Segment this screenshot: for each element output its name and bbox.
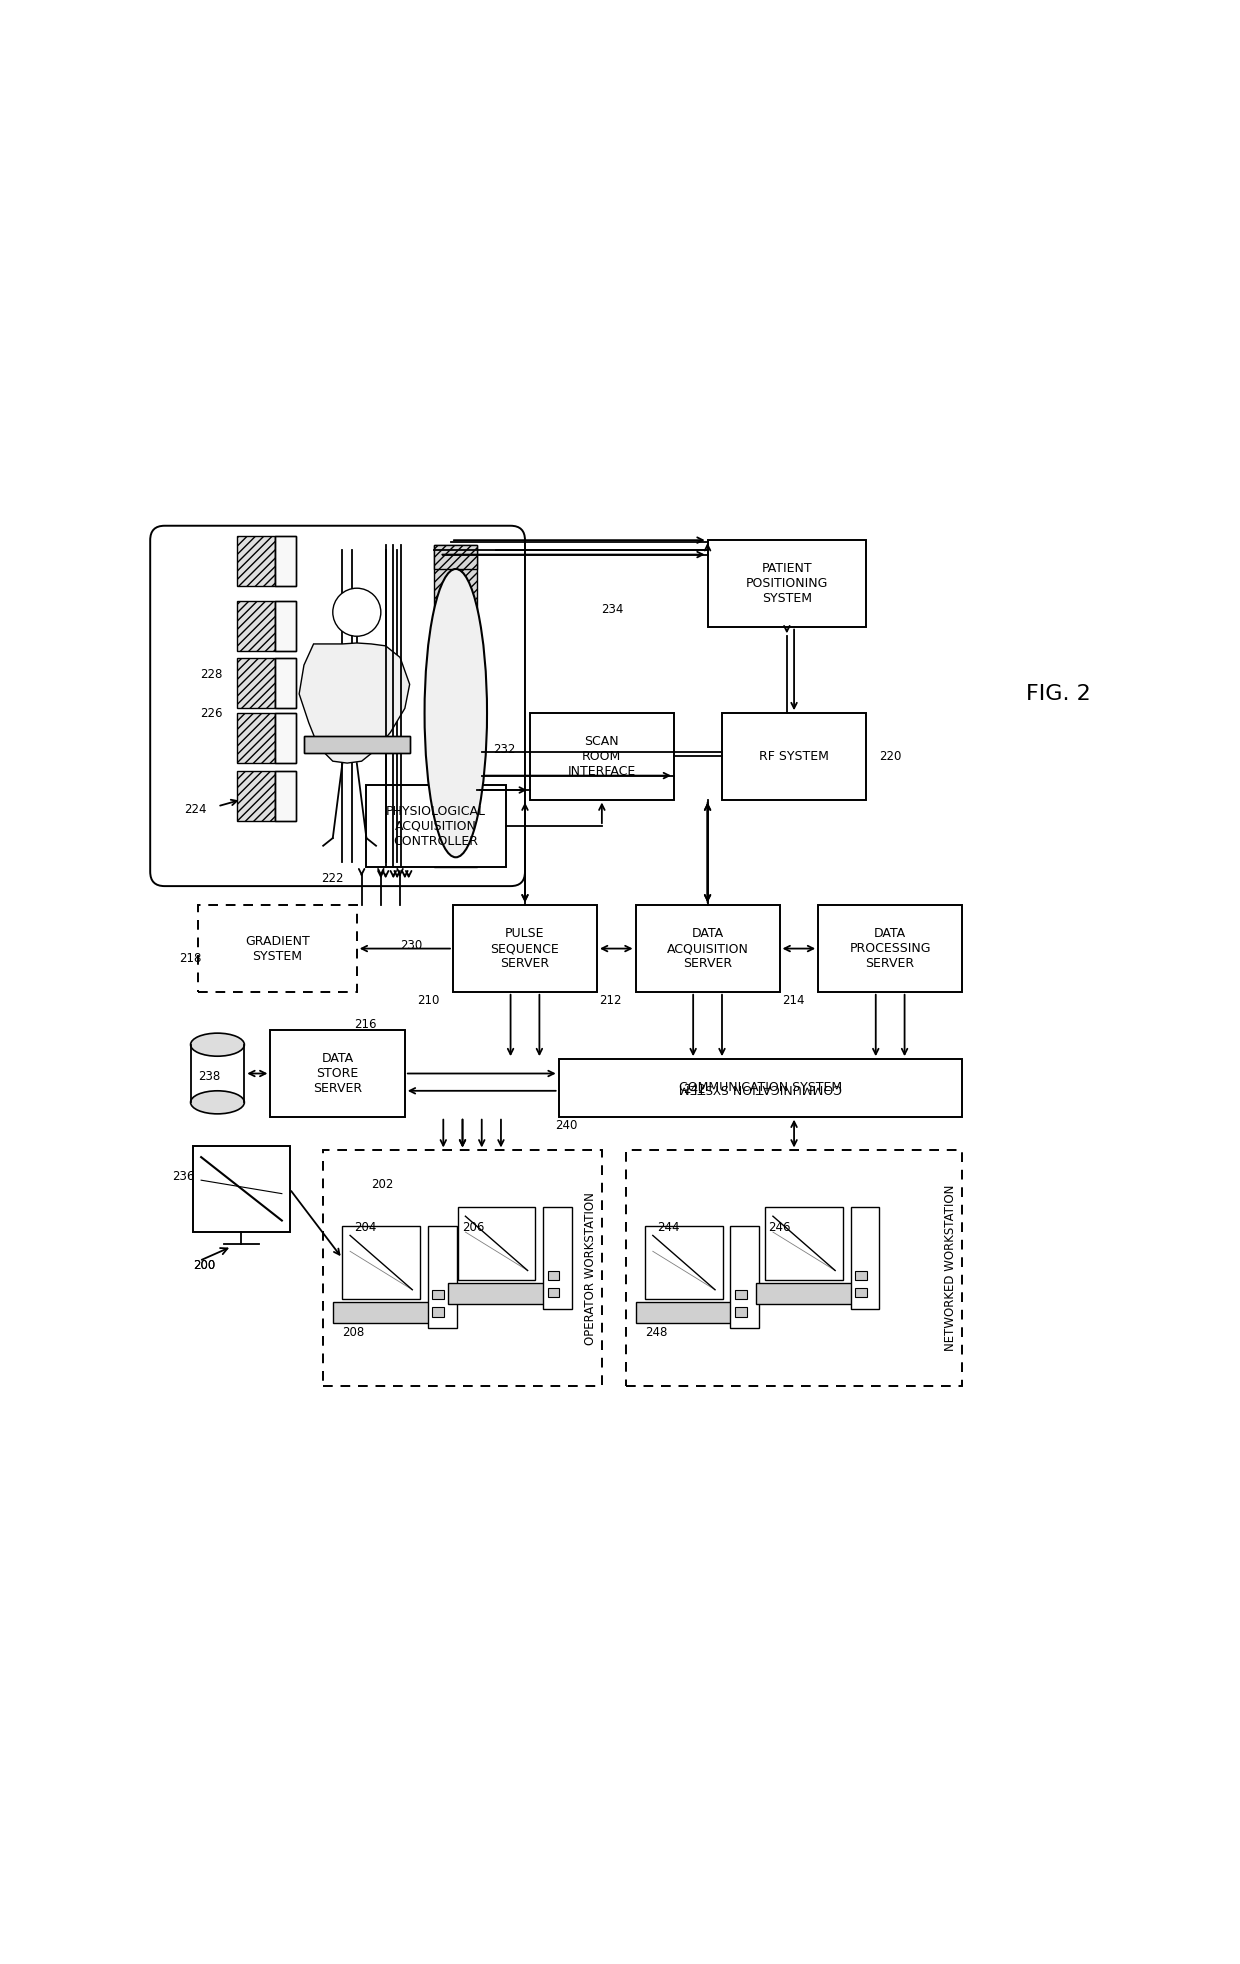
FancyBboxPatch shape [722, 713, 866, 799]
FancyBboxPatch shape [453, 905, 596, 992]
FancyBboxPatch shape [635, 1302, 733, 1324]
Text: 240: 240 [556, 1119, 578, 1131]
FancyBboxPatch shape [635, 905, 780, 992]
FancyBboxPatch shape [150, 526, 525, 886]
Text: 214: 214 [782, 994, 805, 1008]
Text: COMMUNICATION SYSTEM: COMMUNICATION SYSTEM [678, 1082, 842, 1094]
Text: 232: 232 [494, 742, 516, 756]
FancyBboxPatch shape [428, 1226, 456, 1328]
FancyBboxPatch shape [548, 1271, 559, 1281]
FancyBboxPatch shape [275, 536, 296, 587]
Text: 248: 248 [645, 1326, 667, 1339]
Text: 234: 234 [601, 603, 624, 617]
Text: 238: 238 [198, 1070, 221, 1082]
Text: COMMUNICATION SYSTEM: COMMUNICATION SYSTEM [678, 1082, 842, 1094]
FancyBboxPatch shape [543, 1206, 572, 1308]
Text: 204: 204 [353, 1222, 376, 1233]
Text: DATA
STORE
SERVER: DATA STORE SERVER [312, 1053, 362, 1096]
Text: 200: 200 [193, 1259, 216, 1273]
FancyBboxPatch shape [237, 601, 275, 650]
Text: 230: 230 [401, 939, 422, 953]
FancyBboxPatch shape [237, 713, 275, 764]
Text: RF SYSTEM: RF SYSTEM [759, 750, 830, 762]
FancyBboxPatch shape [367, 786, 506, 866]
FancyBboxPatch shape [818, 905, 962, 992]
FancyBboxPatch shape [198, 905, 357, 992]
Text: 222: 222 [321, 872, 343, 886]
Text: 202: 202 [371, 1178, 393, 1190]
Text: FIG. 2: FIG. 2 [1025, 683, 1091, 703]
FancyBboxPatch shape [237, 658, 275, 709]
FancyBboxPatch shape [275, 601, 296, 650]
FancyBboxPatch shape [548, 1288, 559, 1298]
Text: 216: 216 [353, 1017, 377, 1031]
FancyBboxPatch shape [448, 1282, 544, 1304]
Text: 220: 220 [879, 750, 901, 762]
Text: 212: 212 [600, 994, 622, 1008]
FancyBboxPatch shape [434, 544, 477, 570]
Ellipse shape [191, 1033, 244, 1057]
Text: 246: 246 [768, 1222, 791, 1233]
Text: 224: 224 [184, 803, 206, 815]
Text: PATIENT
POSITIONING
SYSTEM: PATIENT POSITIONING SYSTEM [745, 562, 828, 605]
Text: 226: 226 [200, 707, 222, 719]
Text: DATA
PROCESSING
SERVER: DATA PROCESSING SERVER [849, 927, 931, 970]
Text: 236: 236 [172, 1171, 195, 1182]
FancyBboxPatch shape [765, 1206, 843, 1281]
Text: PHYSIOLOGICAL
ACQUISITION
CONTROLLER: PHYSIOLOGICAL ACQUISITION CONTROLLER [386, 805, 486, 848]
FancyBboxPatch shape [332, 1302, 429, 1324]
FancyBboxPatch shape [275, 658, 296, 709]
Text: OPERATOR WORKSTATION: OPERATOR WORKSTATION [584, 1192, 596, 1345]
FancyBboxPatch shape [237, 770, 275, 821]
FancyBboxPatch shape [645, 1226, 723, 1300]
Text: 200: 200 [193, 1259, 216, 1273]
Ellipse shape [191, 1090, 244, 1114]
FancyBboxPatch shape [193, 1145, 290, 1231]
Polygon shape [299, 642, 409, 764]
FancyBboxPatch shape [755, 1282, 852, 1304]
FancyBboxPatch shape [735, 1306, 746, 1316]
Text: 218: 218 [179, 953, 201, 964]
Text: 242: 242 [683, 1084, 706, 1096]
FancyBboxPatch shape [856, 1288, 867, 1298]
Text: NETWORKED WORKSTATION: NETWORKED WORKSTATION [945, 1184, 957, 1351]
Text: 206: 206 [463, 1222, 485, 1233]
FancyBboxPatch shape [270, 1031, 404, 1118]
Text: DATA
ACQUISITION
SERVER: DATA ACQUISITION SERVER [667, 927, 749, 970]
FancyBboxPatch shape [275, 770, 296, 821]
Text: GRADIENT
SYSTEM: GRADIENT SYSTEM [246, 935, 310, 962]
FancyBboxPatch shape [730, 1226, 759, 1328]
Circle shape [332, 587, 381, 636]
FancyBboxPatch shape [304, 736, 409, 754]
FancyBboxPatch shape [275, 713, 296, 764]
Text: 208: 208 [342, 1326, 365, 1339]
Text: 228: 228 [200, 668, 222, 682]
FancyBboxPatch shape [237, 536, 275, 587]
FancyBboxPatch shape [433, 1290, 444, 1300]
Text: 210: 210 [417, 994, 439, 1008]
FancyBboxPatch shape [735, 1290, 746, 1300]
FancyBboxPatch shape [342, 1226, 420, 1300]
FancyBboxPatch shape [458, 1206, 536, 1281]
FancyBboxPatch shape [558, 1059, 962, 1118]
Text: 244: 244 [657, 1222, 680, 1233]
FancyBboxPatch shape [856, 1271, 867, 1281]
Text: PULSE
SEQUENCE
SERVER: PULSE SEQUENCE SERVER [491, 927, 559, 970]
Ellipse shape [424, 570, 487, 856]
FancyBboxPatch shape [434, 544, 477, 866]
FancyBboxPatch shape [433, 1306, 444, 1316]
FancyBboxPatch shape [851, 1206, 879, 1308]
FancyBboxPatch shape [708, 540, 866, 627]
Text: SCAN
ROOM
INTERFACE: SCAN ROOM INTERFACE [568, 735, 636, 778]
FancyBboxPatch shape [529, 713, 675, 799]
